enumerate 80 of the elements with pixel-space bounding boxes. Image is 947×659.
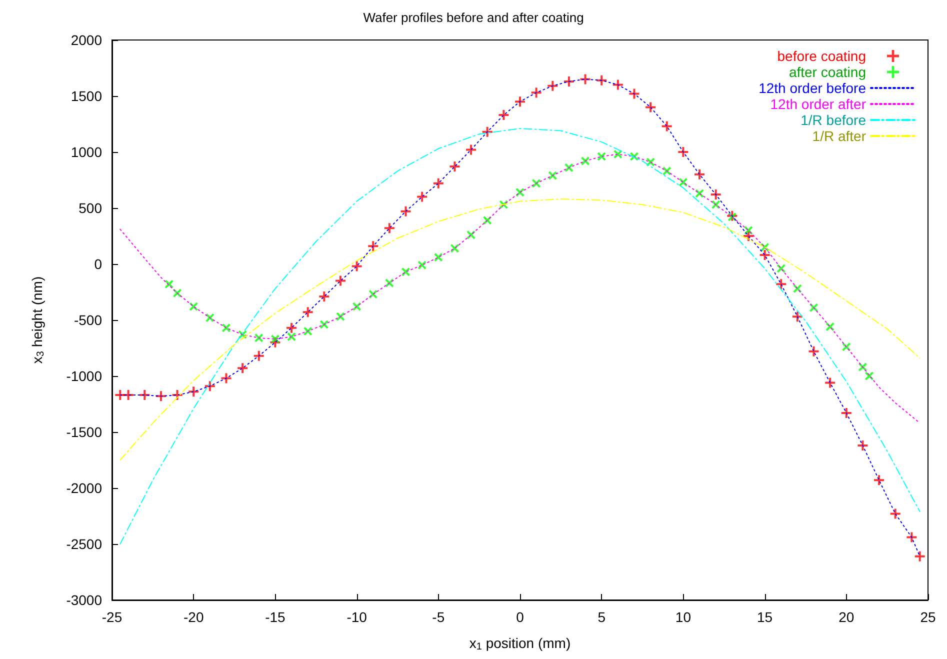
legend-label: 1/R before [800,112,866,128]
point [286,322,297,333]
point [841,408,852,418]
legend-label: 12th order after [770,96,866,112]
point [319,291,330,302]
x-tick-label: 5 [598,609,606,625]
legend-label: after coating [788,64,866,80]
point [304,326,312,336]
point [597,152,606,161]
point [417,192,428,202]
legend-label: 12th order before [758,80,866,96]
x-tick-label: -15 [265,609,286,625]
y-tick-label: -2000 [66,480,102,496]
point [368,241,378,252]
point [302,307,313,318]
point [254,334,264,342]
x-tick-label: -20 [183,609,204,625]
y-tick-label: 1500 [70,88,102,104]
point [548,171,557,180]
point [384,223,394,234]
point [808,346,819,356]
point [614,150,622,158]
point [433,178,444,188]
point [466,144,476,155]
y-axis-title: x3 height (nm) [29,276,46,364]
x-tick-label: 0 [516,609,524,625]
y-tick-label: 500 [78,200,102,216]
y-tick-label: 0 [94,256,102,272]
point [400,206,411,216]
x-tick-label: -10 [346,609,368,625]
point [336,312,345,321]
point [710,190,721,200]
point [335,276,346,286]
x-tick-label: 10 [675,609,692,625]
point [694,169,705,180]
point [548,80,558,91]
point [254,350,264,361]
point [914,551,925,562]
x-tick-label: -5 [432,609,445,625]
y-tick-label: 2000 [70,32,102,48]
line-series [120,198,920,460]
point [612,80,623,90]
point [515,96,525,107]
x-tick-label: 25 [920,609,936,625]
x-tick-label: 15 [757,609,773,625]
x-tick-label: 20 [838,609,854,625]
y-tick-label: -500 [74,312,102,328]
point [320,320,328,329]
point [434,253,443,262]
point [865,372,874,380]
point [760,250,770,260]
point [450,162,460,172]
point [287,332,296,342]
point [678,147,688,157]
point [270,334,280,344]
point [564,163,574,172]
point [352,261,362,272]
chart-title: Wafer profiles before and after coating [363,10,584,25]
legend-label: before coating [777,48,866,64]
point [221,373,232,384]
point [858,440,868,450]
y-tick-label: -2500 [66,536,102,552]
y-tick-label: -1500 [66,424,102,440]
point [418,260,426,270]
point [890,508,900,519]
point [498,110,509,120]
point [581,156,590,166]
point [874,475,884,486]
point [531,88,542,98]
x-tick-label: -25 [102,609,122,625]
y-tick-label: -3000 [66,592,102,608]
point [238,363,248,374]
legend-label: 1/R after [812,128,866,144]
y-tick-label: 1000 [70,144,102,160]
y-tick-label: -1000 [66,368,102,384]
point [646,102,656,112]
point [662,121,672,132]
point [825,378,836,388]
point [906,532,917,542]
point [629,88,640,99]
